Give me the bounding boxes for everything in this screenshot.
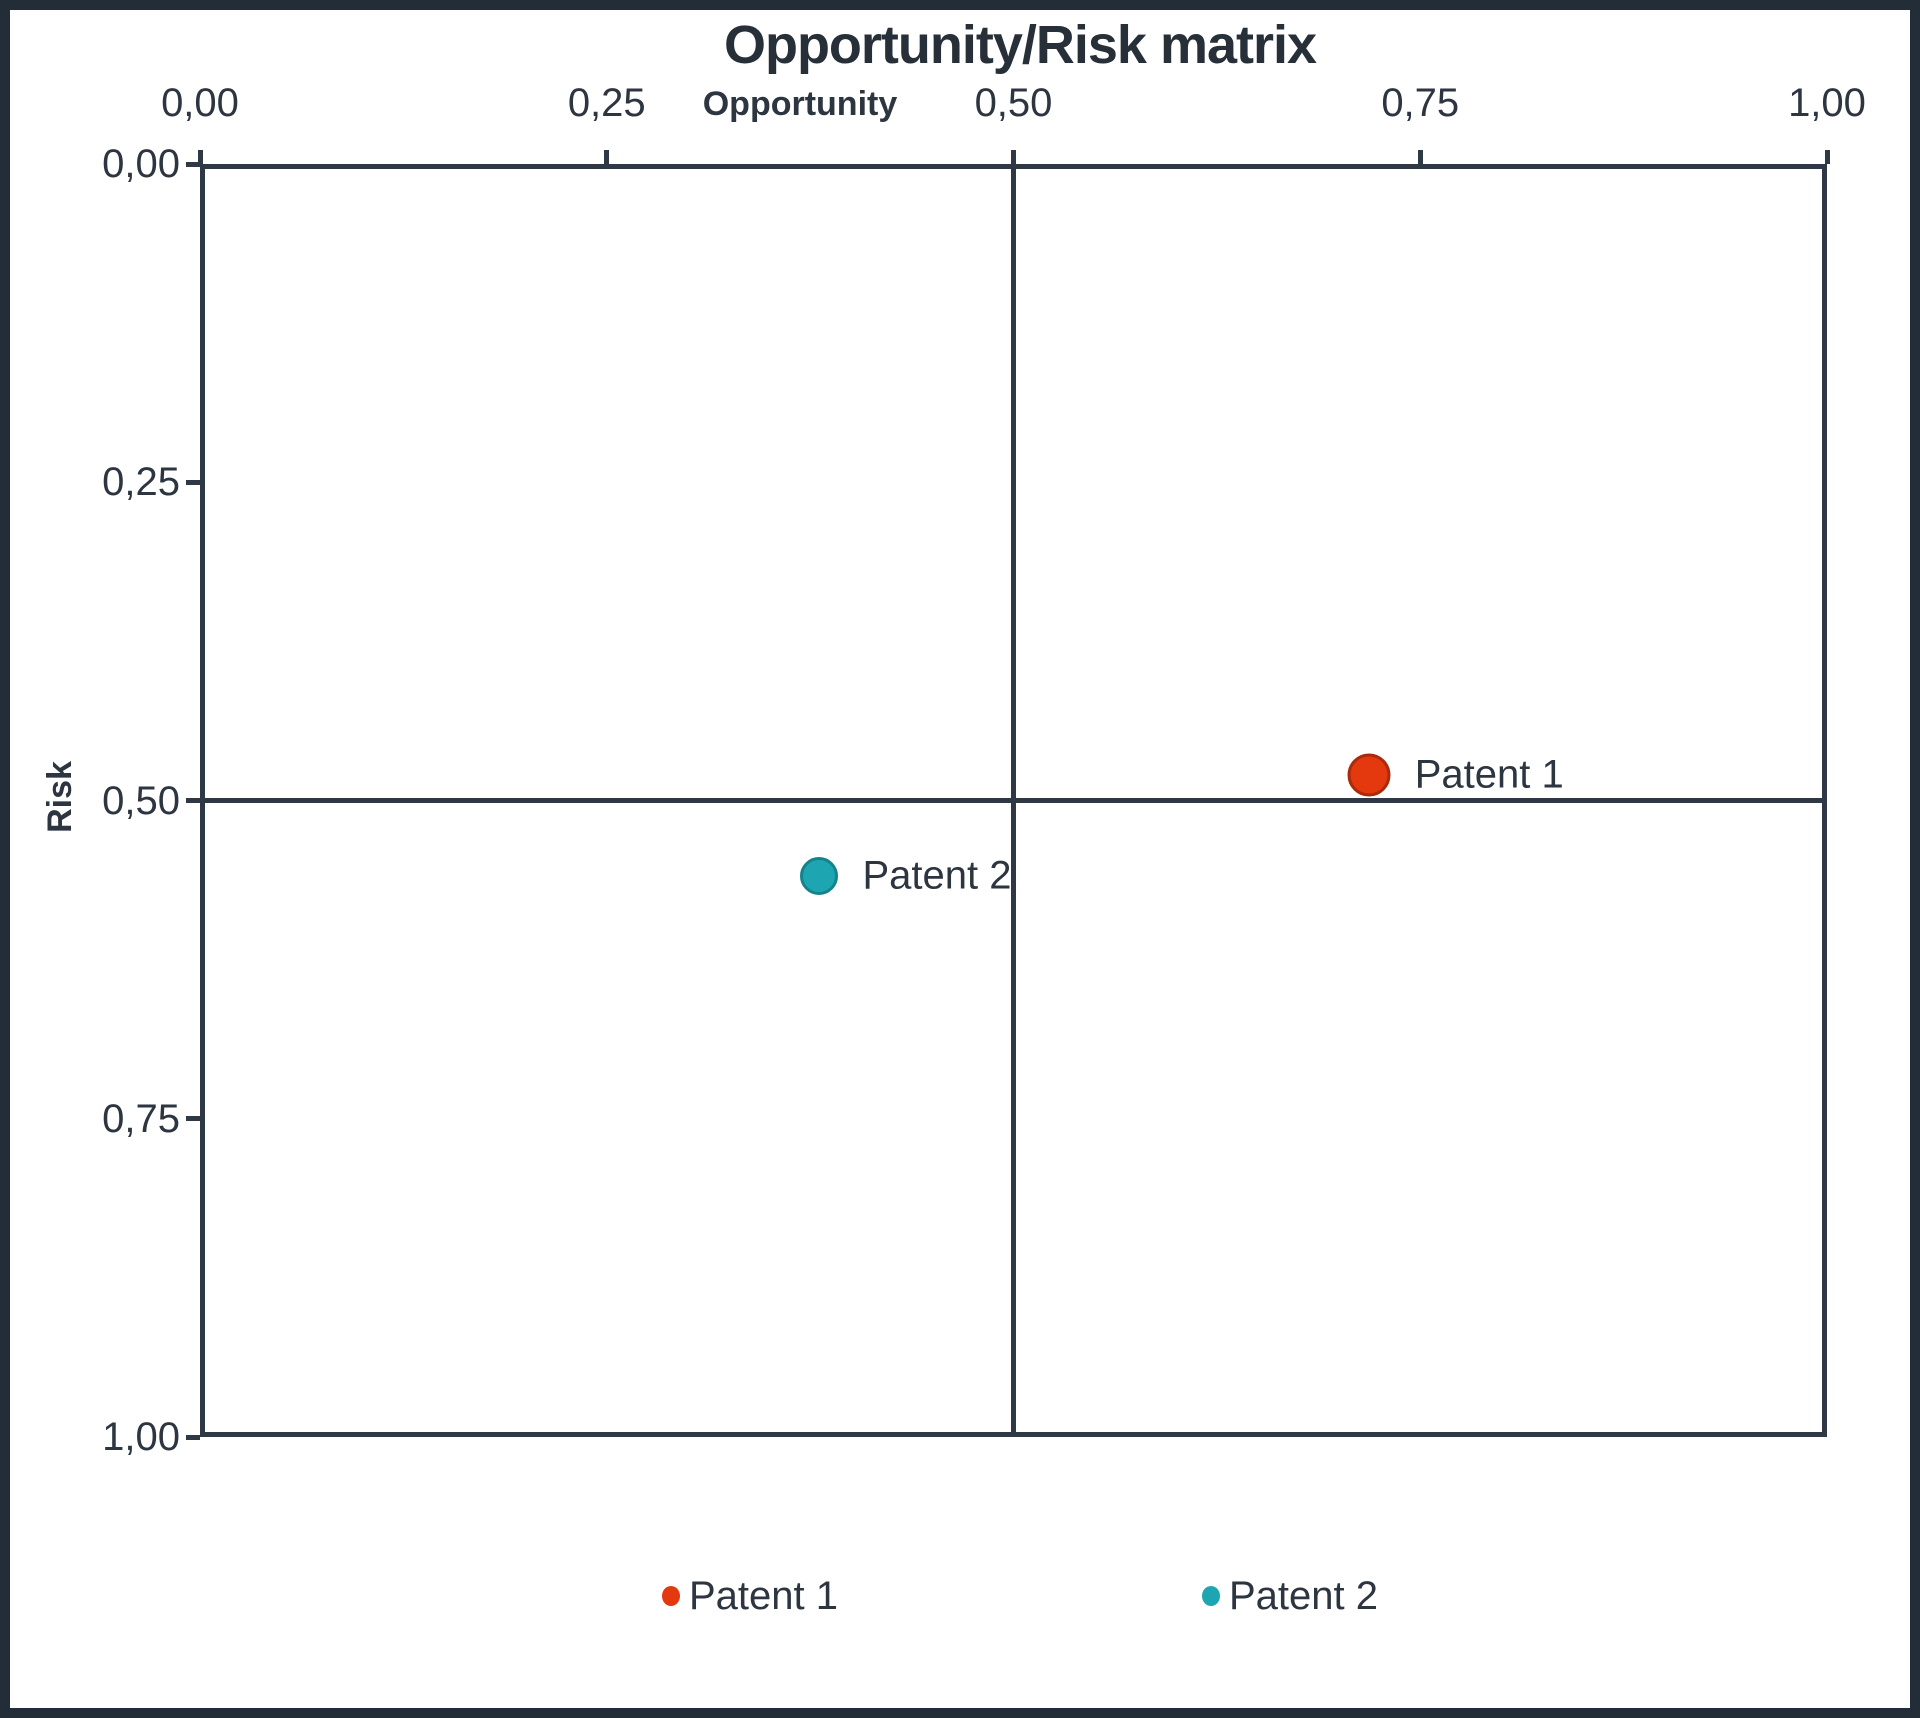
y-tick-label: 0,25 [102, 460, 180, 505]
y-tick-mark [186, 1116, 200, 1122]
x-tick-label: 1,00 [1788, 81, 1866, 125]
x-tick-mark [197, 150, 203, 164]
y-tick-label: 0,00 [102, 142, 180, 186]
data-point-label: Patent 1 [1414, 752, 1564, 797]
legend-marker-patent-1 [662, 1586, 680, 1606]
x-tick-label: 0,00 [161, 81, 239, 125]
legend-label-patent-2: Patent 2 [1229, 1573, 1379, 1618]
y-tick-mark [186, 479, 200, 485]
plot-area: Patent 1 Patent 2 [200, 164, 1827, 1437]
data-point-label: Patent 2 [862, 853, 1012, 898]
legend-label-patent-1: Patent 1 [689, 1573, 839, 1618]
y-tick-label: 0,75 [102, 1096, 180, 1141]
y-tick-label: 0,50 [102, 778, 180, 823]
legend-item-patent-2: Patent 2 [1202, 1572, 1378, 1620]
y-tick-label: 1,00 [102, 1415, 180, 1459]
legend-item-patent-1: Patent 1 [662, 1572, 838, 1620]
x-tick-mark [1824, 150, 1830, 164]
x-tick-label: 0,75 [1381, 81, 1460, 125]
x-axis-title: Opportunity [702, 85, 898, 123]
chart-title: Opportunity/Risk matrix [723, 15, 1317, 75]
x-tick-mark [604, 150, 610, 164]
data-point-marker [1347, 753, 1391, 797]
x-tick-label: 0,25 [567, 81, 646, 125]
y-tick-mark [186, 1434, 200, 1440]
quadrant-horizontal-line [205, 798, 1822, 803]
x-tick-label: 0,50 [974, 81, 1053, 125]
y-tick-mark [186, 798, 200, 803]
y-tick-mark [186, 161, 200, 167]
x-tick-mark [1011, 150, 1016, 164]
x-tick-mark [1417, 150, 1423, 164]
legend-marker-patent-2 [1202, 1586, 1220, 1606]
data-point-marker [800, 857, 839, 896]
